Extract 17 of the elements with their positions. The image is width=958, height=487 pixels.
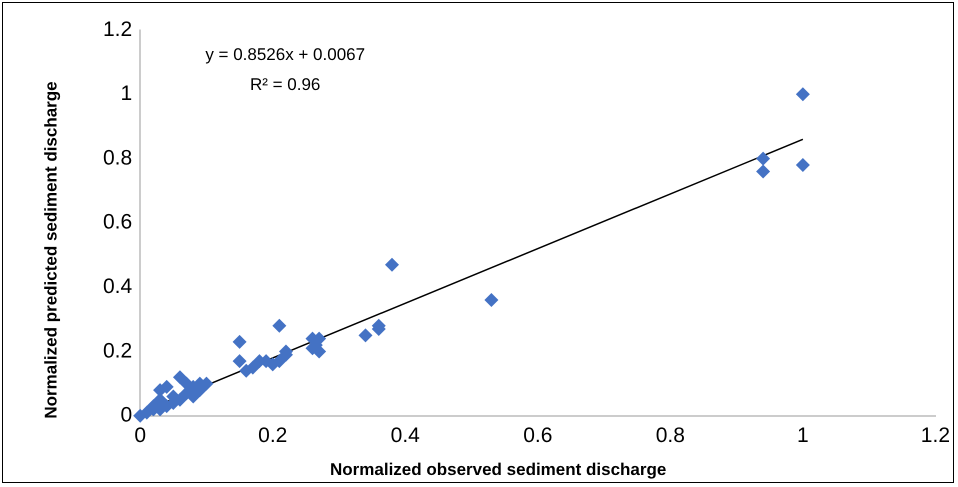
y-tick-label: 0.2 — [102, 339, 132, 362]
x-tick-label: 0.4 — [390, 424, 420, 448]
annotation: y = 0.8526x + 0.0067 — [205, 45, 366, 64]
y-tick-label: 0.4 — [102, 274, 133, 298]
y-tick-label: 1 — [120, 82, 132, 106]
x-tick-label: 1.2 — [920, 424, 950, 448]
y-axis-title: Normalized predicted sediment discharge — [42, 81, 62, 419]
y-tick-label: 0.6 — [102, 210, 132, 234]
y-tick-label: 0 — [120, 404, 132, 427]
x-tick-label: 0.6 — [523, 424, 552, 448]
x-tick-label: 0.2 — [258, 424, 288, 448]
x-axis-title: Normalized observed sediment discharge — [330, 460, 666, 480]
x-tick-label: 1 — [797, 424, 809, 448]
y-tick-label: 1.2 — [102, 18, 132, 41]
annotation: R² = 0.96 — [250, 75, 320, 94]
y-tick-label: 0.8 — [102, 146, 132, 170]
x-tick-label: 0.8 — [656, 424, 685, 448]
